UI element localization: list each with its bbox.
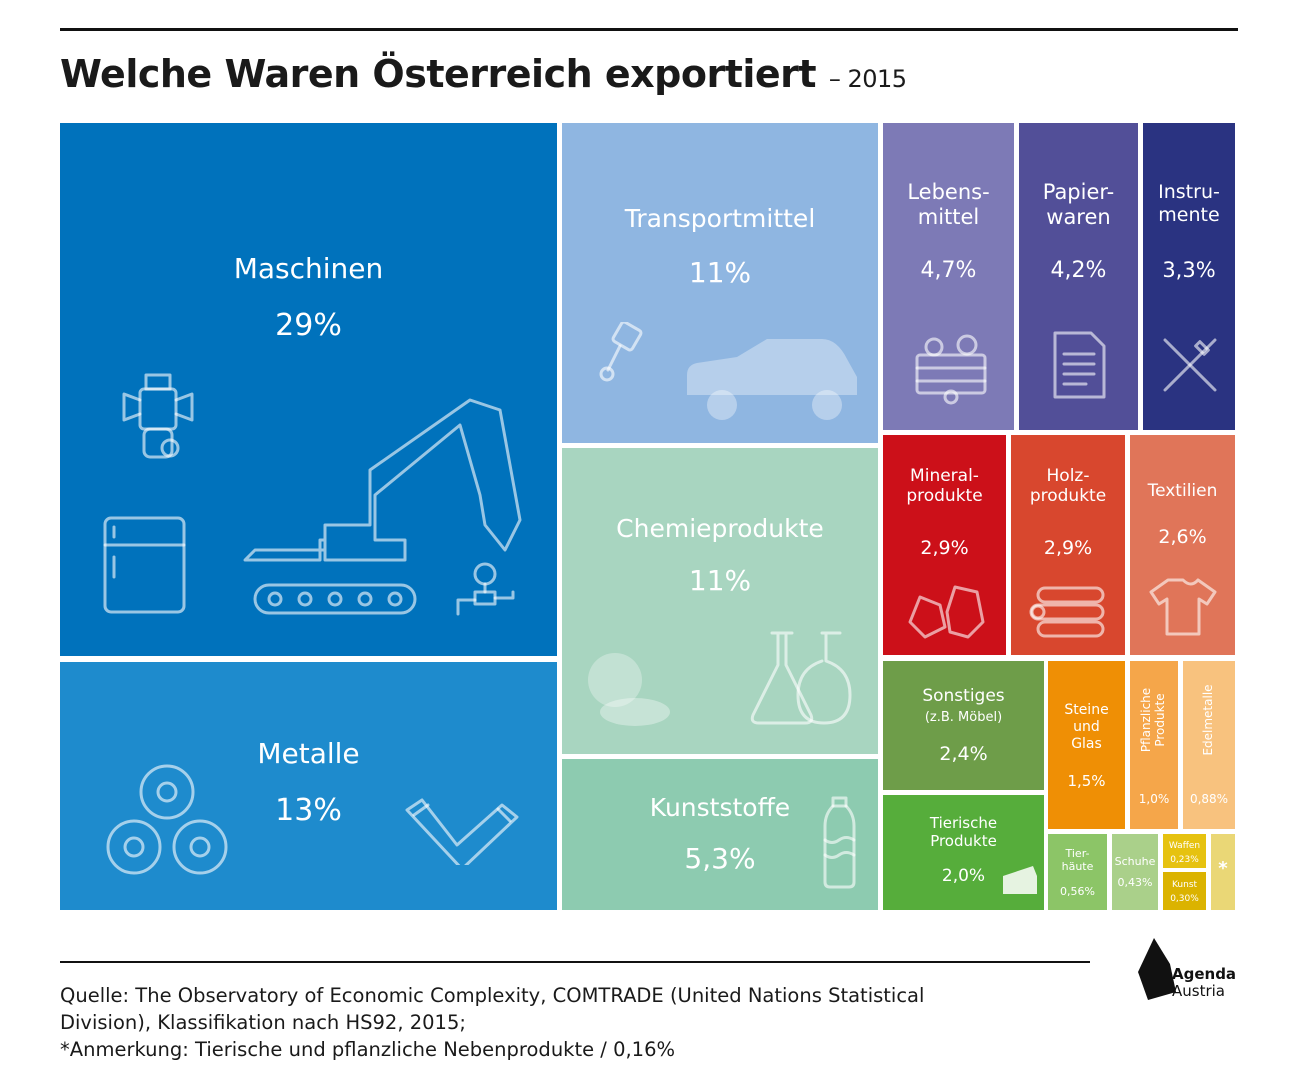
tile-nebenprodukte: *: [1211, 834, 1235, 910]
tile-value: 4,2%: [1050, 258, 1107, 283]
scalpel-syringe-icon: [1163, 338, 1217, 392]
tile-label: Mineral- produkte: [906, 466, 983, 507]
tshirt-icon: [1149, 578, 1217, 636]
tile-label: Sonstiges: [922, 686, 1005, 706]
tile-label: Pflanzliche Produkte: [1130, 661, 1178, 779]
tile-label: Holz- produkte: [1029, 466, 1107, 507]
source-line-1: Quelle: The Observatory of Economic Comp…: [60, 984, 925, 1007]
excavator-icon: [243, 398, 522, 615]
tile-label: Tier- häute: [1061, 847, 1094, 874]
tile-value: 4,7%: [920, 258, 977, 283]
logo-line-1: Agenda: [1172, 965, 1237, 983]
source-line-2: Division), Klassifikation nach HS92, 201…: [60, 1011, 466, 1034]
engine-icon: [122, 373, 194, 459]
tile-value: 0,43%: [1117, 876, 1153, 889]
tile-value: 2,6%: [1158, 526, 1207, 548]
tile-value: 0,23%: [1170, 855, 1199, 865]
tile-value: 11%: [688, 256, 752, 289]
tile-label: Chemieprodukte: [616, 514, 824, 543]
tile-value: 2,4%: [939, 743, 988, 765]
tile-schuhe: Schuhe 0,43%: [1112, 834, 1158, 910]
tile-value: 11%: [688, 564, 752, 597]
tile-lebens-mittel: Lebens- mittel 4,7%: [883, 123, 1014, 430]
tile-label: Maschinen: [233, 252, 384, 285]
source-note: Quelle: The Observatory of Economic Comp…: [60, 982, 1100, 1063]
flasks-icon: [750, 631, 852, 725]
tile-metalle: Metalle 13%: [60, 662, 557, 910]
valve-gauge-icon: [456, 562, 515, 616]
piston-icon: [599, 322, 643, 382]
agenda-austria-logo-icon: [1138, 938, 1176, 1000]
tile-value: 2,0%: [941, 866, 986, 886]
source-line-3: *Anmerkung: Tierische und pflanzliche Ne…: [60, 1038, 676, 1061]
tile-value: 2,9%: [920, 537, 969, 559]
tile-label: Instru- mente: [1158, 181, 1220, 226]
tile-value: 1,0%: [1138, 792, 1170, 806]
tile-value: 2,9%: [1043, 537, 1093, 559]
pills-icon: [588, 653, 670, 726]
tile-label: Transportmittel: [624, 204, 816, 233]
tile-steine-und-glas: Steine und Glas 1,5%: [1048, 661, 1125, 829]
tile-label: *: [1218, 858, 1228, 879]
tile-label: Papier- waren: [1042, 180, 1115, 230]
tile-value: 5,3%: [684, 842, 756, 875]
tile-label: Edelmetalle: [1183, 661, 1235, 779]
tile-value: 0,56%: [1060, 885, 1095, 898]
logs-icon: [1029, 586, 1105, 638]
tile-label: Schuhe: [1114, 855, 1156, 868]
tile-label: Kunst: [1171, 880, 1198, 890]
tile-chemieprodukte: Chemieprodukte 11%: [562, 448, 878, 754]
tile-value: 0,88%: [1189, 792, 1229, 806]
chart-title-year: – 2015: [828, 65, 907, 93]
tile-label: Lebens- mittel: [907, 180, 990, 230]
bottom-rule: [60, 961, 1090, 963]
tile-value: 1,5%: [1067, 772, 1106, 790]
tile-papier-waren: Papier- waren 4,2%: [1019, 123, 1138, 430]
logo-text: Agenda Austria: [1172, 966, 1236, 1000]
tile-textilien: Textilien 2,6%: [1130, 435, 1235, 655]
logo-line-2: Austria: [1172, 982, 1225, 1000]
tile-value: 0,30%: [1170, 894, 1199, 904]
chart-title-main: Welche Waren Österreich exportiert: [60, 52, 817, 96]
tile-sonstiges: Sonstiges (z.B. Möbel) 2,4%: [883, 661, 1044, 790]
document-icon: [1053, 331, 1106, 399]
tile-instru-mente: Instru- mente 3,3%: [1143, 123, 1235, 430]
tile-label-text: Edelmetalle: [1201, 684, 1216, 756]
tile-label: Kunststoffe: [649, 793, 791, 822]
minerals-icon: [908, 585, 985, 639]
tile-sublabel: (z.B. Möbel): [924, 710, 1003, 725]
vegetable-crate-icon: [915, 334, 987, 405]
tile-value: 29%: [275, 308, 342, 343]
tile-mineral-produkte: Mineral- produkte 2,9%: [883, 435, 1006, 655]
tile-label: Tierische Produkte: [929, 814, 998, 850]
tile-waffen: Waffen 0,23%: [1163, 834, 1206, 868]
tile-pflanzliche-produkte: Pflanzliche Produkte 1,0%: [1130, 661, 1178, 829]
tile-value: 13%: [275, 793, 342, 828]
tile-label: Metalle: [257, 737, 360, 770]
tile-label: Waffen: [1168, 841, 1201, 851]
plastic-bottle-icon: [823, 796, 856, 889]
top-rule: [60, 28, 1238, 31]
car-icon: [687, 339, 857, 420]
tile-value: 3,3%: [1162, 258, 1216, 282]
tile-label-text: Pflanzliche Produkte: [1139, 687, 1167, 753]
tile-tier-haeute: Tier- häute 0,56%: [1048, 834, 1107, 910]
tile-transportmittel: Transportmittel 11%: [562, 123, 878, 443]
metal-coils-icon: [106, 764, 228, 875]
tile-kunst: Kunst 0,30%: [1163, 872, 1206, 910]
chart-title: Welche Waren Österreich exportiert – 201…: [60, 52, 907, 96]
tile-label: Textilien: [1147, 481, 1218, 501]
cheese-icon: [1003, 866, 1037, 894]
tile-label: Steine und Glas: [1064, 702, 1109, 752]
pipe-bend-icon: [405, 798, 519, 865]
tile-edelmetalle: Edelmetalle 0,88%: [1183, 661, 1235, 829]
fridge-icon: [103, 516, 186, 614]
